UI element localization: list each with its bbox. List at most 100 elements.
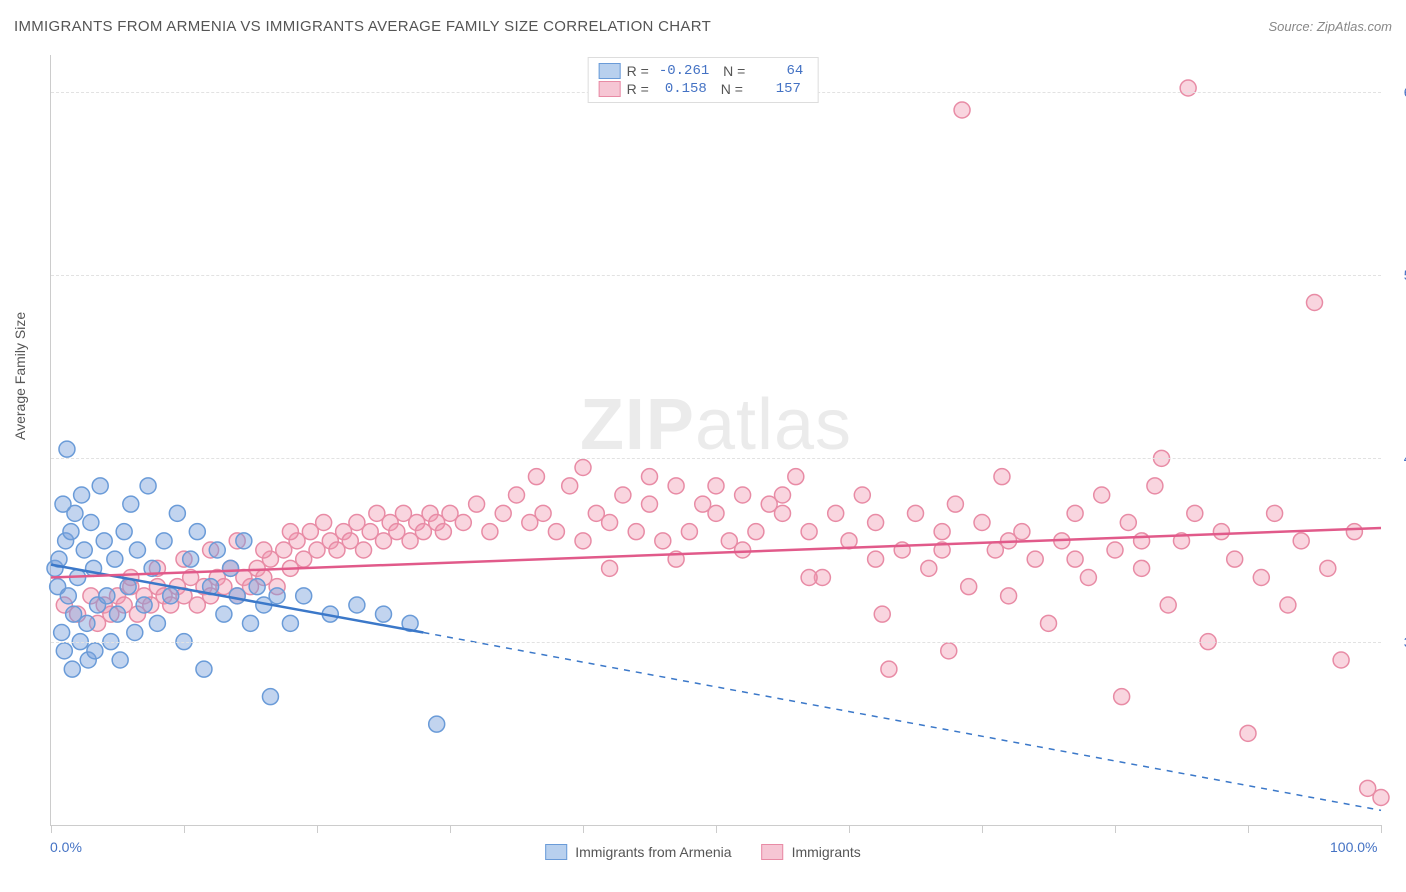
trend-line-dashed [423, 633, 1381, 811]
legend-item: Immigrants [762, 844, 861, 860]
data-point [127, 625, 143, 641]
plot-area: ZIPatlas 3.004.005.006.00 [50, 55, 1381, 826]
title-bar: IMMIGRANTS FROM ARMENIA VS IMMIGRANTS AV… [14, 18, 1392, 35]
data-point [1067, 551, 1083, 567]
data-point [256, 542, 272, 558]
data-point [79, 615, 95, 631]
legend-swatch [762, 844, 784, 860]
data-point [828, 505, 844, 521]
data-point [881, 661, 897, 677]
data-point [801, 570, 817, 586]
legend-stat-row: R =0.158 N =157 [599, 80, 808, 98]
data-point [954, 102, 970, 118]
data-point [602, 560, 618, 576]
data-point [941, 643, 957, 659]
data-point [775, 505, 791, 521]
data-point [908, 505, 924, 521]
y-axis-title: Average Family Size [12, 312, 28, 440]
data-point [140, 478, 156, 494]
data-point [74, 487, 90, 503]
data-point [788, 469, 804, 485]
data-point [435, 524, 451, 540]
data-point [116, 524, 132, 540]
data-point [183, 551, 199, 567]
data-point [1240, 725, 1256, 741]
data-point [96, 533, 112, 549]
data-point [974, 515, 990, 531]
chart-source: Source: ZipAtlas.com [1268, 19, 1392, 34]
data-point [994, 469, 1010, 485]
data-point [495, 505, 511, 521]
data-point [1187, 505, 1203, 521]
data-point [236, 533, 252, 549]
data-point [708, 505, 724, 521]
legend-bottom: Immigrants from Armenia Immigrants [545, 844, 861, 860]
data-point [110, 606, 126, 622]
data-point [1027, 551, 1043, 567]
data-point [63, 524, 79, 540]
data-point [775, 487, 791, 503]
data-point [429, 716, 445, 732]
data-point [1320, 560, 1336, 576]
data-point [1134, 560, 1150, 576]
data-point [642, 496, 658, 512]
data-point [575, 460, 591, 476]
data-point [76, 542, 92, 558]
x-tick [982, 825, 983, 833]
data-point [120, 579, 136, 595]
data-point [801, 524, 817, 540]
gridline [51, 642, 1381, 643]
legend-stat-row: R =-0.261 N =64 [599, 62, 808, 80]
data-point [1094, 487, 1110, 503]
x-tick [1248, 825, 1249, 833]
data-point [59, 441, 75, 457]
data-point [196, 661, 212, 677]
data-point [868, 551, 884, 567]
chart-title: IMMIGRANTS FROM ARMENIA VS IMMIGRANTS AV… [14, 18, 711, 35]
legend-label: Immigrants from Armenia [575, 844, 731, 860]
data-point [83, 515, 99, 531]
data-point [1346, 524, 1362, 540]
data-point [1333, 652, 1349, 668]
data-point [282, 524, 298, 540]
data-point [156, 533, 172, 549]
gridline [51, 458, 1381, 459]
data-point [961, 579, 977, 595]
data-point [1120, 515, 1136, 531]
data-point [1001, 588, 1017, 604]
x-tick-label: 100.0% [1330, 839, 1377, 855]
data-point [628, 524, 644, 540]
stat-r-value: 0.158 [655, 81, 711, 97]
data-point [223, 560, 239, 576]
data-point [296, 588, 312, 604]
legend-item: Immigrants from Armenia [545, 844, 731, 860]
chart-container: IMMIGRANTS FROM ARMENIA VS IMMIGRANTS AV… [0, 0, 1406, 892]
data-point [874, 606, 890, 622]
stat-r-value: -0.261 [655, 63, 713, 79]
data-point [64, 661, 80, 677]
data-point [1114, 689, 1130, 705]
x-tick [317, 825, 318, 833]
data-point [668, 478, 684, 494]
data-point [1180, 80, 1196, 96]
data-point [1041, 615, 1057, 631]
x-tick [1381, 825, 1382, 833]
legend-swatch [599, 81, 621, 97]
data-point [509, 487, 525, 503]
data-point [947, 496, 963, 512]
data-point [216, 606, 232, 622]
x-tick [1115, 825, 1116, 833]
data-point [209, 542, 225, 558]
data-point [602, 515, 618, 531]
data-point [469, 496, 485, 512]
data-point [112, 652, 128, 668]
data-point [149, 615, 165, 631]
x-tick [184, 825, 185, 833]
data-point [735, 542, 751, 558]
data-point [615, 487, 631, 503]
data-point [262, 689, 278, 705]
data-point [67, 505, 83, 521]
data-point [129, 542, 145, 558]
data-point [1267, 505, 1283, 521]
gridline [51, 275, 1381, 276]
